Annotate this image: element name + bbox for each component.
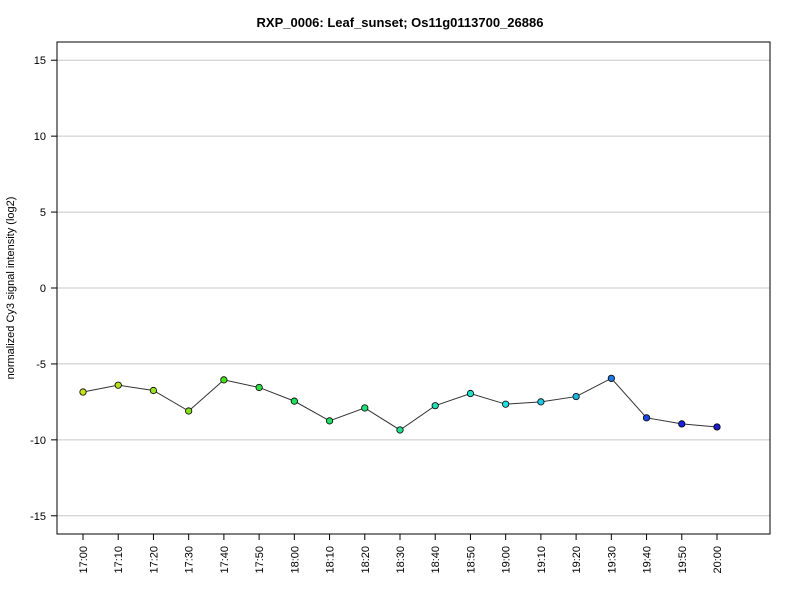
data-point bbox=[537, 398, 545, 406]
x-tick-label: 17:10 bbox=[113, 546, 125, 574]
x-tick-label: 19:10 bbox=[536, 546, 548, 574]
data-point bbox=[361, 404, 369, 412]
x-tick-label: 17:40 bbox=[219, 546, 231, 574]
x-tick-label: 20:00 bbox=[712, 546, 724, 574]
y-tick-label: -10 bbox=[30, 435, 46, 447]
data-point bbox=[255, 383, 263, 392]
data-point bbox=[607, 374, 615, 382]
x-axis: 17:00 17:10 17:20 17:30 17:40 17:50 18:00 18:10… bbox=[78, 534, 724, 574]
x-tick-label: 17:50 bbox=[254, 546, 266, 574]
data-point bbox=[431, 402, 439, 410]
data-point bbox=[678, 420, 686, 428]
chart-title: RXP_0006: Leaf_sunset; Os11g0113700_2688… bbox=[257, 15, 544, 30]
x-tick-label: 19:30 bbox=[606, 546, 618, 574]
data-point bbox=[185, 407, 193, 415]
data-point bbox=[642, 414, 651, 422]
data-point bbox=[79, 388, 87, 396]
x-tick-label: 19:20 bbox=[571, 546, 583, 574]
data-point bbox=[220, 376, 228, 384]
series-line bbox=[82, 377, 718, 431]
y-tick-label: 10 bbox=[34, 131, 46, 143]
x-tick-label: 19:00 bbox=[501, 546, 513, 574]
x-tick-label: 17:20 bbox=[148, 546, 160, 574]
series-group bbox=[79, 374, 721, 434]
data-point bbox=[572, 392, 580, 401]
x-tick-label: 18:30 bbox=[395, 546, 407, 574]
y-tick-label: 15 bbox=[34, 55, 46, 67]
data-point bbox=[396, 426, 404, 434]
data-point bbox=[114, 381, 122, 389]
y-tick-label: 0 bbox=[40, 283, 46, 295]
x-tick-label: 18:50 bbox=[465, 546, 477, 574]
data-point bbox=[149, 386, 158, 395]
x-tick-label: 19:40 bbox=[642, 546, 654, 574]
data-point bbox=[290, 397, 298, 405]
y-axis-label: normalized Cy3 signal intensity (log2) bbox=[5, 197, 17, 380]
x-tick-label: 18:10 bbox=[325, 546, 337, 574]
x-tick-label: 17:00 bbox=[78, 546, 90, 574]
y-tick-label: -5 bbox=[36, 359, 46, 371]
data-point bbox=[325, 417, 334, 425]
data-point bbox=[466, 389, 475, 398]
grid-lines bbox=[57, 59, 770, 517]
x-tick-label: 18:20 bbox=[360, 546, 372, 574]
x-tick-label: 17:30 bbox=[184, 546, 196, 574]
x-tick-label: 18:40 bbox=[430, 546, 442, 574]
y-tick-label: 5 bbox=[40, 207, 46, 219]
data-point bbox=[713, 423, 721, 431]
data-point bbox=[502, 400, 510, 408]
y-tick-label: -15 bbox=[30, 511, 46, 523]
x-tick-label: 19:50 bbox=[677, 546, 689, 574]
x-tick-label: 18:00 bbox=[289, 546, 301, 574]
y-axis: -15 -10 -5 0 5 10 15 bbox=[30, 55, 57, 523]
